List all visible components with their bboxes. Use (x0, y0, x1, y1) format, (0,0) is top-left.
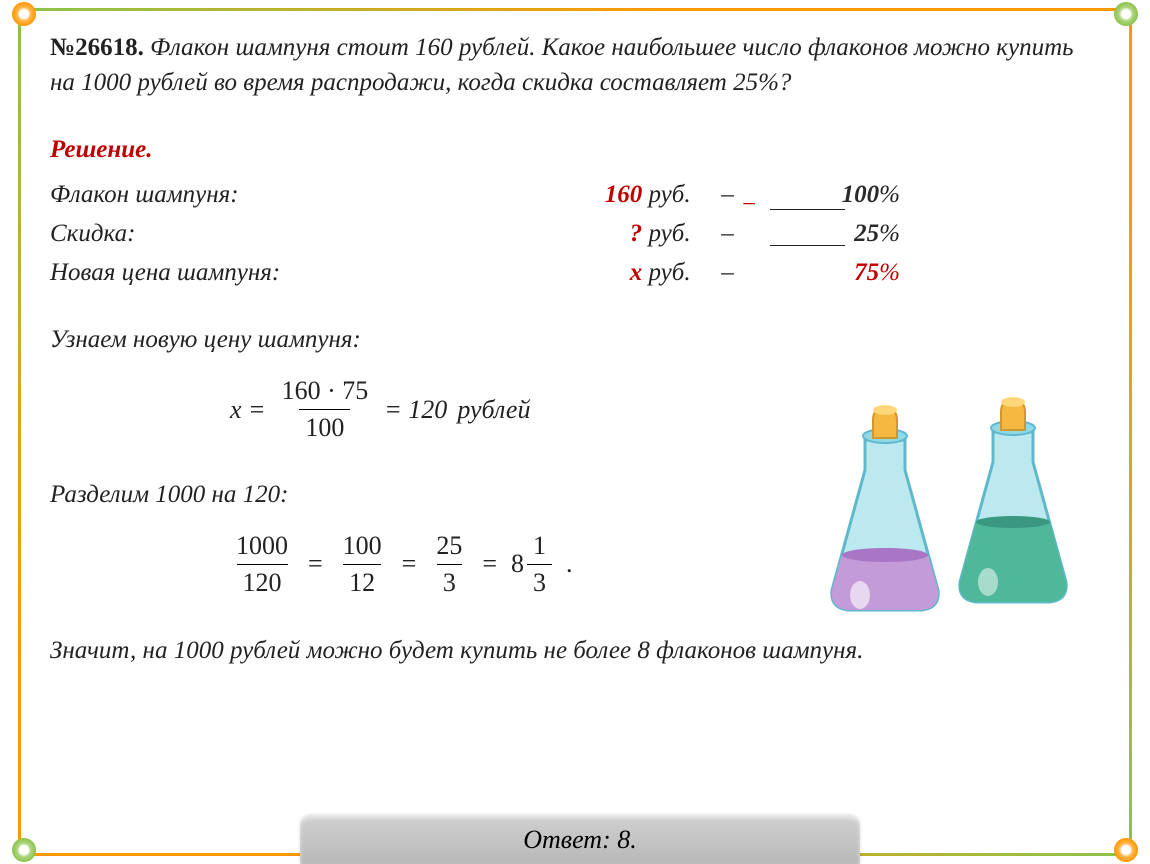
fraction: 160 · 75 100 (276, 373, 375, 447)
formula-unit: рублей (457, 392, 530, 428)
row-label: Флакон шампуня: (50, 175, 506, 214)
proportion-row: Флакон шампуня: 160 руб. – 100% (50, 175, 900, 214)
fraction: 25 3 (430, 528, 468, 602)
formula-rhs: = 120 (384, 392, 447, 428)
explanation-1: Узнаем новую цену шампуня: (50, 322, 1100, 357)
problem-number: №26618. (50, 34, 144, 61)
proportion-row: Новая цена шампуня: x руб. – 75% (50, 253, 900, 292)
problem-statement: №26618. Флакон шампуня стоит 160 рублей.… (50, 30, 1100, 100)
row-percent: 100% (764, 175, 900, 214)
answer-value: 8. (617, 825, 637, 854)
answer-label: Ответ: (523, 825, 610, 854)
corner-ornament (1114, 2, 1138, 26)
corner-ornament (12, 2, 36, 26)
corner-ornament (12, 838, 36, 862)
formula-lhs: x = (230, 392, 266, 428)
problem-body: Флакон шампуня стоит 160 рублей. Какое н… (50, 34, 1074, 96)
flask-icon (820, 360, 1080, 640)
row-label: Скидка: (50, 214, 506, 253)
proportion-row: Скидка: ? руб. – 25% (50, 214, 900, 253)
minus-symbol: − (742, 187, 756, 222)
row-value: 160 руб. (506, 175, 691, 214)
row-percent: 75% (764, 253, 900, 292)
fraction: 100 12 (337, 528, 388, 602)
answer-bar: Ответ: 8. (300, 816, 860, 864)
row-label: Новая цена шампуня: (50, 253, 506, 292)
dash: – (691, 253, 765, 292)
fraction: 1000 120 (230, 528, 294, 602)
flasks-illustration (820, 360, 1080, 640)
corner-ornament (1114, 838, 1138, 862)
row-value: ? руб. (506, 214, 691, 253)
proportion-table: Флакон шампуня: 160 руб. – 100% Скидка: … (50, 175, 900, 292)
row-percent: 25% (764, 214, 900, 253)
mixed-number: 8 1 3 (511, 528, 552, 602)
row-value: x руб. (506, 253, 691, 292)
solution-heading: Решение. (50, 132, 1100, 167)
proportion-block: − Флакон шампуня: 160 руб. – 100% Скидка… (50, 175, 1100, 292)
